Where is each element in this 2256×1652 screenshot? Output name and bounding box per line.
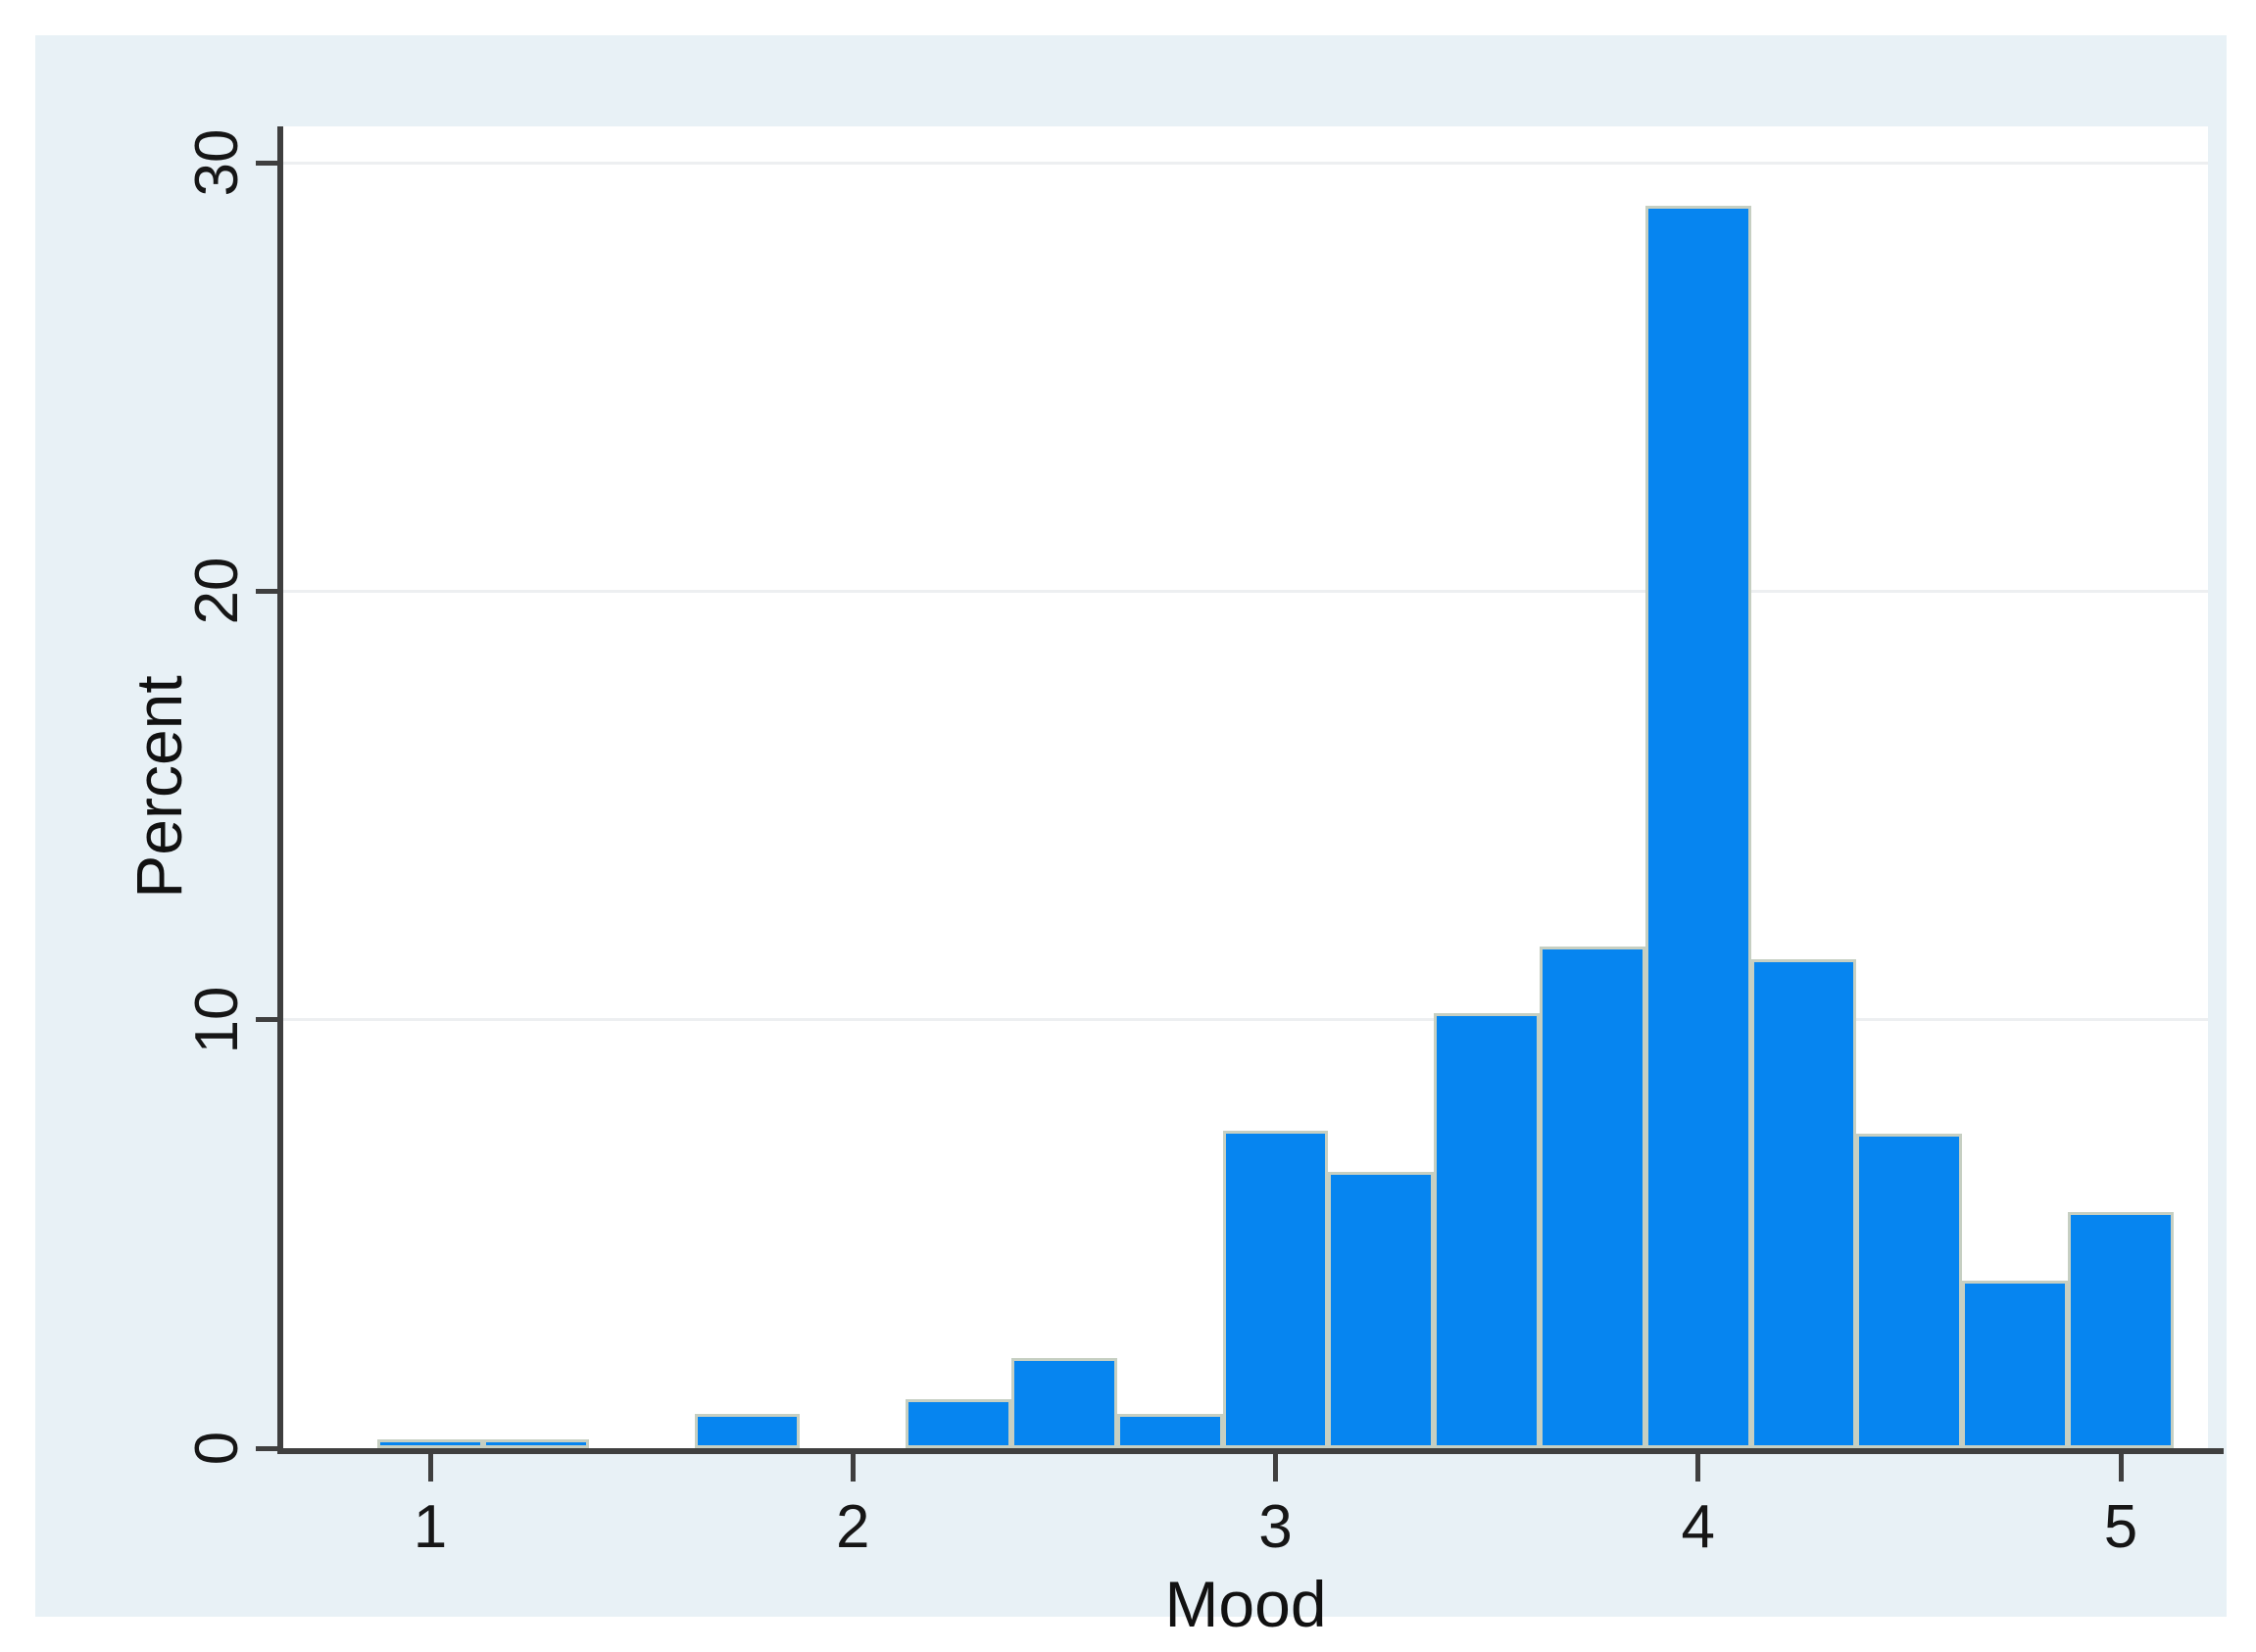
- y-tick-label-0: 0: [183, 1431, 251, 1466]
- gridline-y-20: [283, 589, 2208, 593]
- histogram-bar: [1010, 1358, 1117, 1448]
- y-tick-30: [256, 160, 277, 166]
- y-axis-title: Percent: [123, 675, 195, 899]
- x-axis-line: [277, 1448, 2224, 1454]
- y-tick-label-30: 30: [183, 128, 251, 197]
- histogram-bar: [1540, 947, 1645, 1448]
- x-tick-3: [1273, 1454, 1278, 1482]
- y-tick-label-20: 20: [183, 557, 251, 625]
- histogram-bar: [1856, 1133, 1963, 1448]
- histogram-bar: [1116, 1414, 1223, 1448]
- y-tick-label-10: 10: [183, 986, 251, 1054]
- histogram-bar: [694, 1414, 801, 1448]
- y-tick-20: [256, 588, 277, 594]
- x-tick-5: [2118, 1454, 2124, 1482]
- histogram-bar: [1750, 959, 1857, 1448]
- histogram-bar: [1222, 1131, 1329, 1448]
- y-tick-0: [256, 1445, 277, 1451]
- histogram-bar: [1962, 1281, 2069, 1448]
- histogram-bar: [1434, 1013, 1541, 1448]
- histogram-bar: [1644, 205, 1751, 1448]
- histogram-bar: [2068, 1212, 2174, 1448]
- gridline-y-30: [283, 161, 2208, 165]
- histogram-bar: [906, 1398, 1011, 1448]
- x-tick-label-3: 3: [1258, 1493, 1293, 1561]
- x-tick-label-1: 1: [413, 1493, 448, 1561]
- x-tick-2: [850, 1454, 856, 1482]
- y-axis-line: [277, 126, 283, 1454]
- x-tick-label-5: 5: [2103, 1493, 2138, 1561]
- histogram-bar: [1328, 1171, 1435, 1448]
- x-axis-title: Mood: [1164, 1568, 1327, 1640]
- gridline-y-10: [283, 1018, 2208, 1022]
- x-tick-4: [1695, 1454, 1701, 1482]
- x-tick-1: [427, 1454, 433, 1482]
- histogram-bar: [482, 1439, 589, 1448]
- x-tick-label-4: 4: [1681, 1493, 1715, 1561]
- y-tick-10: [256, 1017, 277, 1023]
- histogram-bar: [377, 1439, 483, 1448]
- x-tick-label-2: 2: [836, 1493, 870, 1561]
